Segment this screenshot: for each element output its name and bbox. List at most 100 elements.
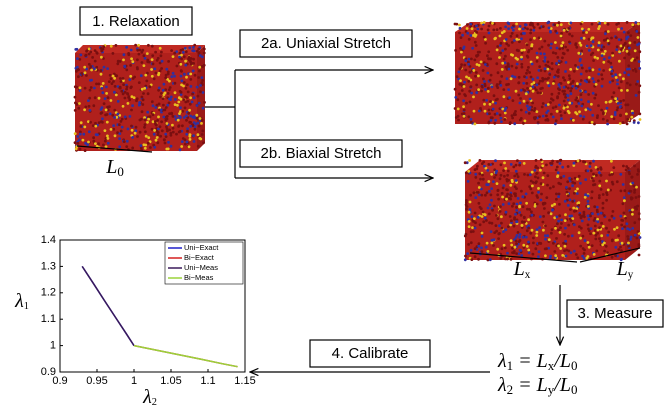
atom <box>559 226 562 230</box>
atom <box>167 60 171 63</box>
atom <box>102 45 106 49</box>
atom <box>494 173 498 177</box>
box <box>239 139 403 168</box>
atom <box>128 78 132 82</box>
atom <box>586 194 590 198</box>
atom <box>588 161 592 165</box>
atom <box>535 110 539 113</box>
atom <box>480 27 483 31</box>
atom <box>171 55 175 58</box>
atom <box>597 72 601 76</box>
atom <box>541 114 545 118</box>
atom <box>551 106 555 110</box>
atom <box>622 30 626 34</box>
atom <box>575 82 579 86</box>
cubes <box>73 20 642 262</box>
atom <box>179 93 183 96</box>
atom <box>503 109 507 112</box>
atom <box>166 70 170 74</box>
atom <box>631 68 635 72</box>
atom <box>525 43 529 47</box>
atom <box>571 217 575 221</box>
atom <box>572 223 576 227</box>
atom <box>572 206 576 210</box>
atom <box>592 179 595 183</box>
atom <box>166 78 170 81</box>
atom <box>500 226 504 230</box>
atom <box>621 202 625 206</box>
atom <box>557 195 560 199</box>
atom <box>94 142 97 146</box>
atom <box>459 66 463 69</box>
atom <box>561 56 564 60</box>
atom <box>612 216 616 220</box>
atom <box>75 47 79 51</box>
atom <box>554 52 558 55</box>
atom <box>541 25 545 28</box>
atom <box>484 193 487 197</box>
atom <box>613 227 616 231</box>
atom <box>533 168 537 172</box>
atom <box>184 50 188 54</box>
atom <box>545 163 548 167</box>
atom <box>580 36 583 40</box>
atom <box>477 257 480 261</box>
atom <box>148 115 152 119</box>
atom <box>97 121 101 124</box>
atom <box>581 247 585 250</box>
atom <box>600 48 603 52</box>
atom <box>628 46 631 50</box>
atom <box>532 236 535 240</box>
atom <box>95 82 98 86</box>
atom <box>634 94 638 97</box>
atom <box>153 129 157 132</box>
atom <box>554 41 557 44</box>
atom <box>551 208 554 212</box>
atom <box>474 74 477 78</box>
atom <box>157 102 161 106</box>
atom <box>525 245 529 248</box>
atom <box>493 176 496 179</box>
atom <box>148 85 152 89</box>
atom <box>623 225 626 229</box>
atom <box>92 136 95 140</box>
atom <box>131 77 135 80</box>
atom <box>610 72 613 76</box>
atom <box>158 125 162 129</box>
atom <box>460 63 463 66</box>
atom <box>517 252 521 256</box>
atom <box>138 130 142 134</box>
atom <box>488 258 492 262</box>
atom <box>546 183 549 187</box>
atom <box>521 31 525 35</box>
atom <box>105 120 109 124</box>
atom <box>112 127 116 131</box>
atom <box>143 123 147 126</box>
atom <box>586 169 590 173</box>
atom <box>581 234 585 238</box>
atom <box>108 105 111 109</box>
atom <box>555 62 558 65</box>
atom <box>613 111 617 114</box>
atom <box>154 106 158 109</box>
atom <box>163 91 167 95</box>
atom <box>548 73 552 76</box>
atom <box>525 82 529 85</box>
atom <box>103 139 107 143</box>
atom <box>102 143 105 147</box>
atom <box>464 59 468 63</box>
atom <box>617 38 621 41</box>
atom <box>510 64 514 68</box>
atom <box>488 203 492 207</box>
atom <box>550 204 554 208</box>
atom <box>509 257 513 261</box>
atom <box>610 173 614 176</box>
atom <box>480 89 483 93</box>
atom <box>484 63 487 66</box>
atom <box>498 80 502 84</box>
atom <box>515 202 519 206</box>
atom <box>469 25 473 29</box>
atom <box>565 248 568 252</box>
atom <box>635 30 639 33</box>
